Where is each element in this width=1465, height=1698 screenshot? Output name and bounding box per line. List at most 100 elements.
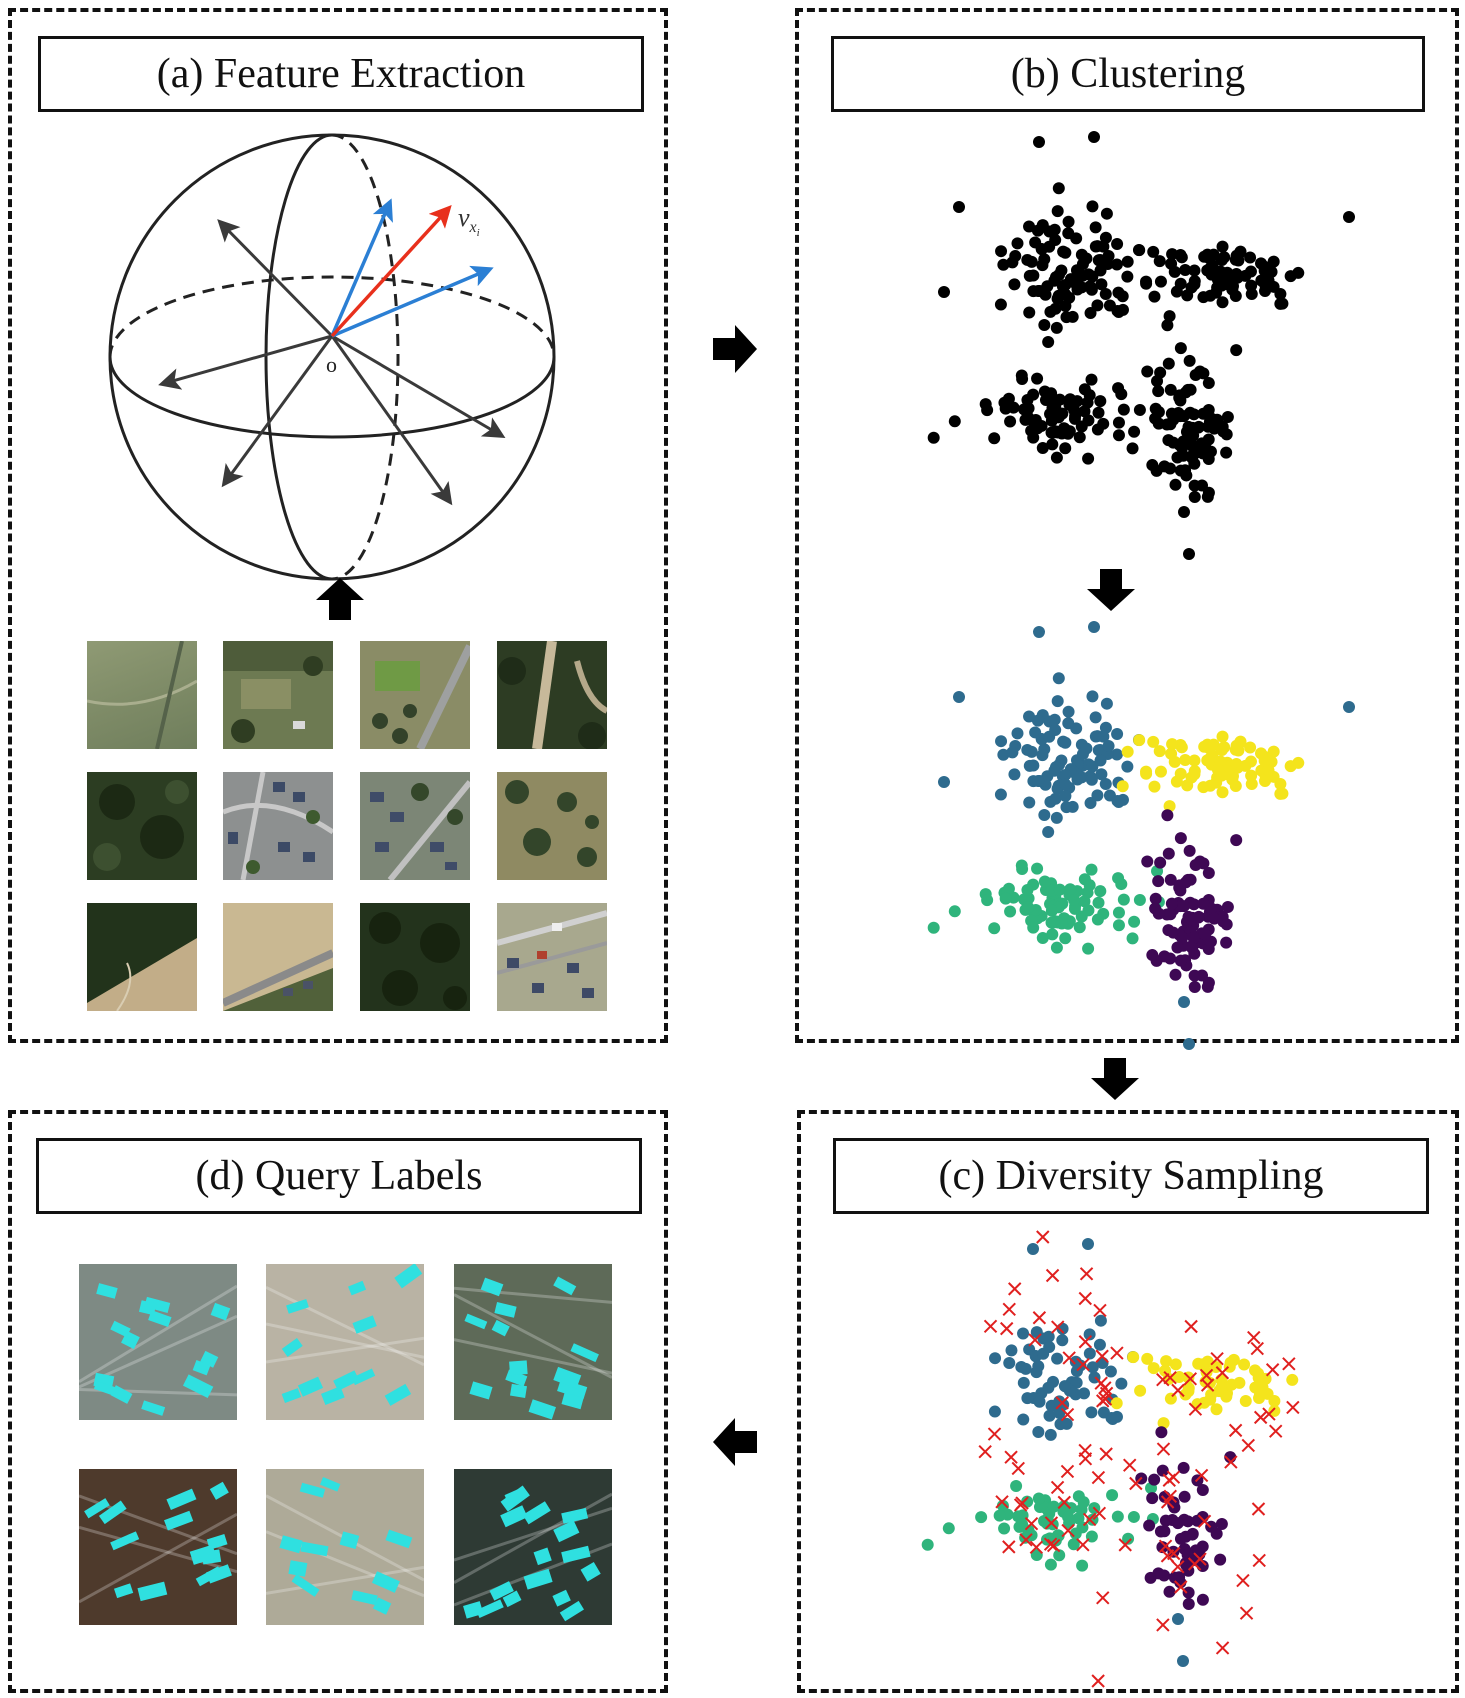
- x-mark-icon: [1011, 1461, 1025, 1476]
- scatter-point: [1099, 777, 1112, 790]
- up-arrow-icon: [316, 578, 364, 620]
- building-footprint: [137, 1581, 168, 1602]
- x-mark-icon: [1082, 1512, 1097, 1527]
- x-mark-icon: [1004, 1450, 1018, 1464]
- building-footprint: [84, 1498, 110, 1519]
- scatter-point: [1197, 407, 1210, 420]
- scatter-point: [1055, 427, 1068, 440]
- scatter-point: [1048, 274, 1061, 287]
- scatter-point: [1233, 736, 1246, 749]
- scatter-point: [1146, 949, 1159, 962]
- x-mark-icon: [1184, 1319, 1198, 1334]
- x-mark-icon: [1241, 1438, 1256, 1453]
- scatter-point: [1186, 451, 1199, 464]
- building-footprint: [348, 1280, 367, 1296]
- scatter-point: [1262, 764, 1275, 777]
- scatter-point: [1052, 182, 1065, 195]
- building-overlay: [79, 1283, 237, 1416]
- scatter-point: [1082, 452, 1095, 465]
- aerial-tile: [223, 903, 333, 1011]
- scatter-point: [1128, 915, 1141, 928]
- scatter-point: [1227, 1353, 1240, 1366]
- scatter-point: [1064, 883, 1077, 896]
- scatter-point: [1153, 745, 1166, 758]
- x-mark-icon: [1062, 1351, 1076, 1365]
- labeled-image: [266, 1469, 424, 1625]
- scatter-point: [1147, 245, 1160, 258]
- scatter-point: [1044, 795, 1057, 808]
- scatter-point: [1226, 283, 1239, 296]
- scatter-point: [1176, 441, 1189, 454]
- building-footprint: [553, 1520, 580, 1543]
- scatter-point: [1179, 754, 1192, 767]
- building-footprint: [552, 1589, 571, 1607]
- scatter-point: [1094, 1314, 1107, 1327]
- building-footprint: [299, 1482, 326, 1498]
- scatter-point: [1051, 205, 1064, 218]
- scatter-point: [1149, 402, 1162, 415]
- x-mark-icon: [1200, 1378, 1215, 1392]
- scatter-point: [1075, 420, 1088, 433]
- building-footprint: [561, 1545, 591, 1564]
- scatter-point: [1141, 855, 1154, 868]
- scatter-point: [1164, 908, 1177, 921]
- scatter-point: [1200, 1366, 1213, 1379]
- scatter-point: [1044, 305, 1057, 318]
- scatter-point: [1058, 1380, 1071, 1393]
- building-footprint: [491, 1319, 510, 1337]
- scatter-point: [1216, 730, 1229, 743]
- scatter-diversity-sampled: [921, 1230, 1300, 1688]
- x-mark-icon: [1093, 1303, 1107, 1318]
- scatter-point: [1015, 369, 1028, 382]
- x-mark-icon: [1286, 1400, 1300, 1415]
- scatter-point: [1095, 278, 1108, 291]
- scatter-point: [1070, 232, 1083, 245]
- scatter-point: [1163, 800, 1176, 813]
- scatter-point: [1252, 1371, 1265, 1384]
- scatter-point: [1162, 357, 1175, 370]
- building-footprint: [321, 1386, 345, 1405]
- scatter-point: [1005, 1344, 1018, 1357]
- scatter-point: [1017, 1413, 1030, 1426]
- scatter-point: [1059, 789, 1072, 802]
- scatter-point: [1173, 1371, 1186, 1384]
- feature-sphere: o vxi: [108, 133, 556, 581]
- building-footprint: [319, 1477, 341, 1492]
- aerial-tile: [87, 903, 197, 1011]
- sphere-equator-front: [108, 356, 556, 439]
- scatter-point: [997, 748, 1010, 761]
- scatter-point: [1059, 288, 1072, 301]
- scatter-point: [1149, 902, 1162, 915]
- scatter-point: [1051, 695, 1064, 708]
- scatter-point: [1083, 1347, 1096, 1360]
- scatter-point: [1226, 773, 1239, 786]
- scatter-point: [1122, 1532, 1135, 1545]
- scatter-point: [1216, 786, 1229, 799]
- scatter-point: [1112, 906, 1125, 919]
- scatter-point: [994, 788, 1007, 801]
- scatter-point: [995, 735, 1008, 748]
- building-footprint: [286, 1298, 309, 1314]
- scatter-point: [1036, 441, 1049, 454]
- scatter-point: [1182, 910, 1195, 923]
- x-mark-icon: [1183, 1372, 1198, 1386]
- scatter-point: [1032, 1426, 1045, 1439]
- scatter-point: [1059, 299, 1072, 312]
- scatter-point: [1086, 1361, 1099, 1374]
- building-footprint: [522, 1501, 551, 1525]
- x-mark-icon: [1019, 1533, 1033, 1547]
- scatter-point: [988, 1405, 1001, 1418]
- scatter-point: [1070, 722, 1083, 735]
- scatter-point: [1220, 918, 1233, 931]
- x-mark-icon: [1188, 1402, 1203, 1416]
- building-overlay: [266, 1477, 424, 1615]
- building-footprint: [553, 1366, 582, 1389]
- x-mark-icon: [1095, 1349, 1109, 1363]
- scatter-point: [1088, 621, 1100, 633]
- scatter-point: [1158, 1525, 1171, 1538]
- scatter-point: [1038, 385, 1051, 398]
- scatter-point: [1174, 277, 1187, 290]
- scatter-point: [1059, 778, 1072, 791]
- scatter-point: [1084, 797, 1097, 810]
- scatter-point: [1215, 1381, 1228, 1394]
